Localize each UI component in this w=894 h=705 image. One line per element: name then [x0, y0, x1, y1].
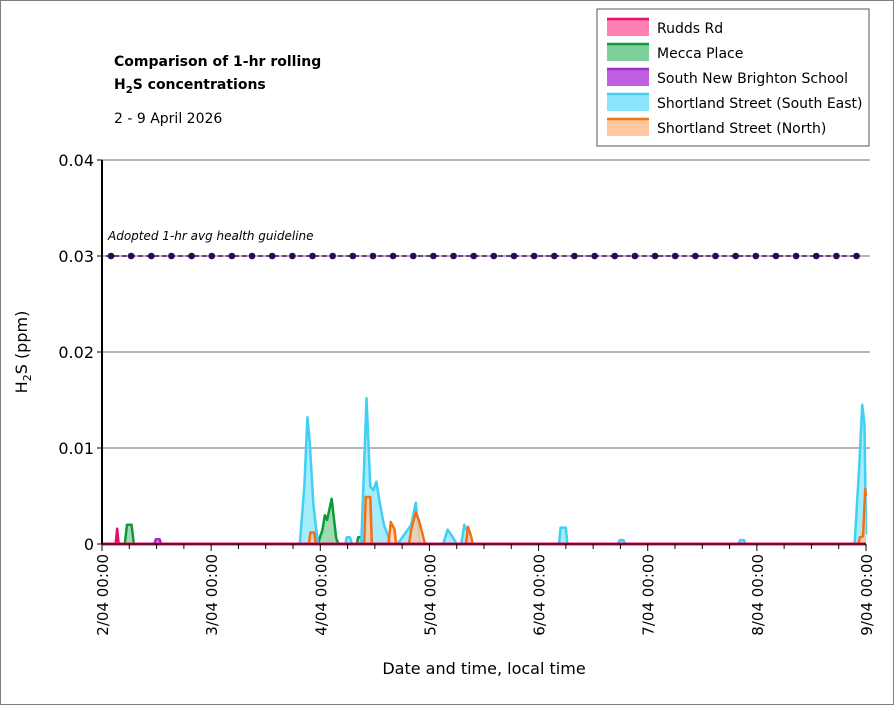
- legend-swatch-1: [607, 43, 649, 61]
- guideline-marker: [248, 252, 256, 260]
- x-tick-label: 5/04 00:00: [421, 554, 439, 636]
- y-axis-label: H2S (ppm): [12, 311, 34, 394]
- guideline-marker: [490, 252, 498, 260]
- chart-title-line2: H2S concentrations: [114, 77, 266, 96]
- x-tick-label: 4/04 00:00: [312, 554, 330, 636]
- legend: Rudds Rd Mecca Place South New Brighton Sc…: [596, 8, 870, 147]
- guideline-marker: [208, 252, 216, 260]
- series-line-0: [114, 527, 120, 545]
- y-tick-label: 0.03: [58, 247, 94, 266]
- chart-title-line1: Comparison of 1-hr rolling: [114, 54, 321, 70]
- guideline-marker: [470, 252, 478, 260]
- legend-swatch-4: [607, 118, 649, 136]
- guideline-marker: [692, 252, 699, 260]
- title-h: H: [114, 77, 126, 93]
- guideline-marker: [631, 252, 639, 260]
- x-tick-label: 3/04 00:00: [203, 554, 221, 636]
- legend-swatch-0: [607, 18, 649, 36]
- legend-swatch-3: [607, 93, 649, 111]
- guideline-marker: [409, 252, 417, 260]
- guideline-marker: [812, 252, 820, 260]
- guideline-marker: [752, 252, 760, 260]
- guideline-marker: [188, 252, 195, 260]
- guideline-marker: [349, 252, 357, 260]
- ylabel-h: H: [12, 381, 31, 393]
- guideline-marker: [148, 252, 155, 260]
- x-tick-label: 2/04 00:00: [94, 554, 112, 636]
- guideline-marker: [329, 252, 336, 260]
- guideline-marker: [671, 252, 679, 260]
- title-rest: S concentrations: [133, 77, 266, 93]
- x-tick-label: 6/04 00:00: [531, 554, 549, 636]
- x-tick-label: 9/04 00:00: [858, 554, 876, 636]
- legend-swatch-2: [607, 68, 649, 86]
- series-area-4: [308, 489, 867, 544]
- legend-label-1: Mecca Place: [657, 46, 743, 62]
- guideline-marker: [571, 252, 578, 260]
- guideline-marker: [591, 252, 598, 260]
- chart-subtitle: 2 - 9 April 2026: [114, 111, 222, 127]
- guideline-marker: [651, 252, 659, 260]
- guideline-marker: [289, 252, 296, 260]
- x-tick-label: 7/04 00:00: [640, 554, 658, 636]
- legend-label-4: Shortland Street (North): [657, 121, 826, 137]
- guideline-marker: [732, 252, 739, 260]
- y-tick-label: 0.02: [58, 343, 94, 362]
- guideline-marker: [712, 252, 719, 260]
- guideline-marker: [853, 252, 860, 260]
- ylabel-rest: S (ppm): [12, 311, 31, 375]
- guideline-marker: [792, 252, 800, 260]
- series-line-1: [123, 497, 364, 546]
- guideline-marker: [430, 252, 437, 260]
- guideline-marker: [772, 252, 780, 260]
- y-tick-label: 0: [84, 535, 94, 554]
- y-tick-label: 0.01: [58, 439, 94, 458]
- x-axis-label: Date and time, local time: [382, 659, 585, 678]
- guideline-marker: [107, 252, 115, 260]
- legend-label-0: Rudds Rd: [657, 21, 723, 37]
- series-line-3: [298, 396, 868, 546]
- guideline-marker: [228, 252, 236, 260]
- guideline-marker: [450, 252, 457, 260]
- guideline-marker: [530, 252, 538, 260]
- series-area-1: [124, 498, 363, 544]
- y-tick-label: 0.04: [58, 151, 94, 170]
- guideline-marker: [369, 252, 377, 260]
- guideline-marker: [309, 252, 316, 260]
- guideline-marker: [510, 252, 518, 260]
- guideline-marker: [551, 252, 558, 260]
- title-sub: 2: [126, 85, 133, 96]
- guideline-marker: [127, 252, 135, 260]
- legend-label-3: Shortland Street (South East): [657, 96, 863, 112]
- ylabel-sub: 2: [21, 374, 34, 381]
- guideline-marker: [168, 252, 175, 260]
- series-area-3: [299, 398, 867, 544]
- series-line-2: [153, 537, 163, 545]
- x-tick-label: 8/04 00:00: [749, 554, 767, 636]
- guideline-marker: [833, 252, 840, 260]
- guideline-marker: [389, 252, 397, 260]
- legend-label-2: South New Brighton School: [657, 71, 848, 87]
- guideline-marker: [611, 252, 619, 260]
- guideline-label: Adopted 1-hr avg health guideline: [107, 229, 314, 243]
- guideline-marker: [268, 252, 276, 260]
